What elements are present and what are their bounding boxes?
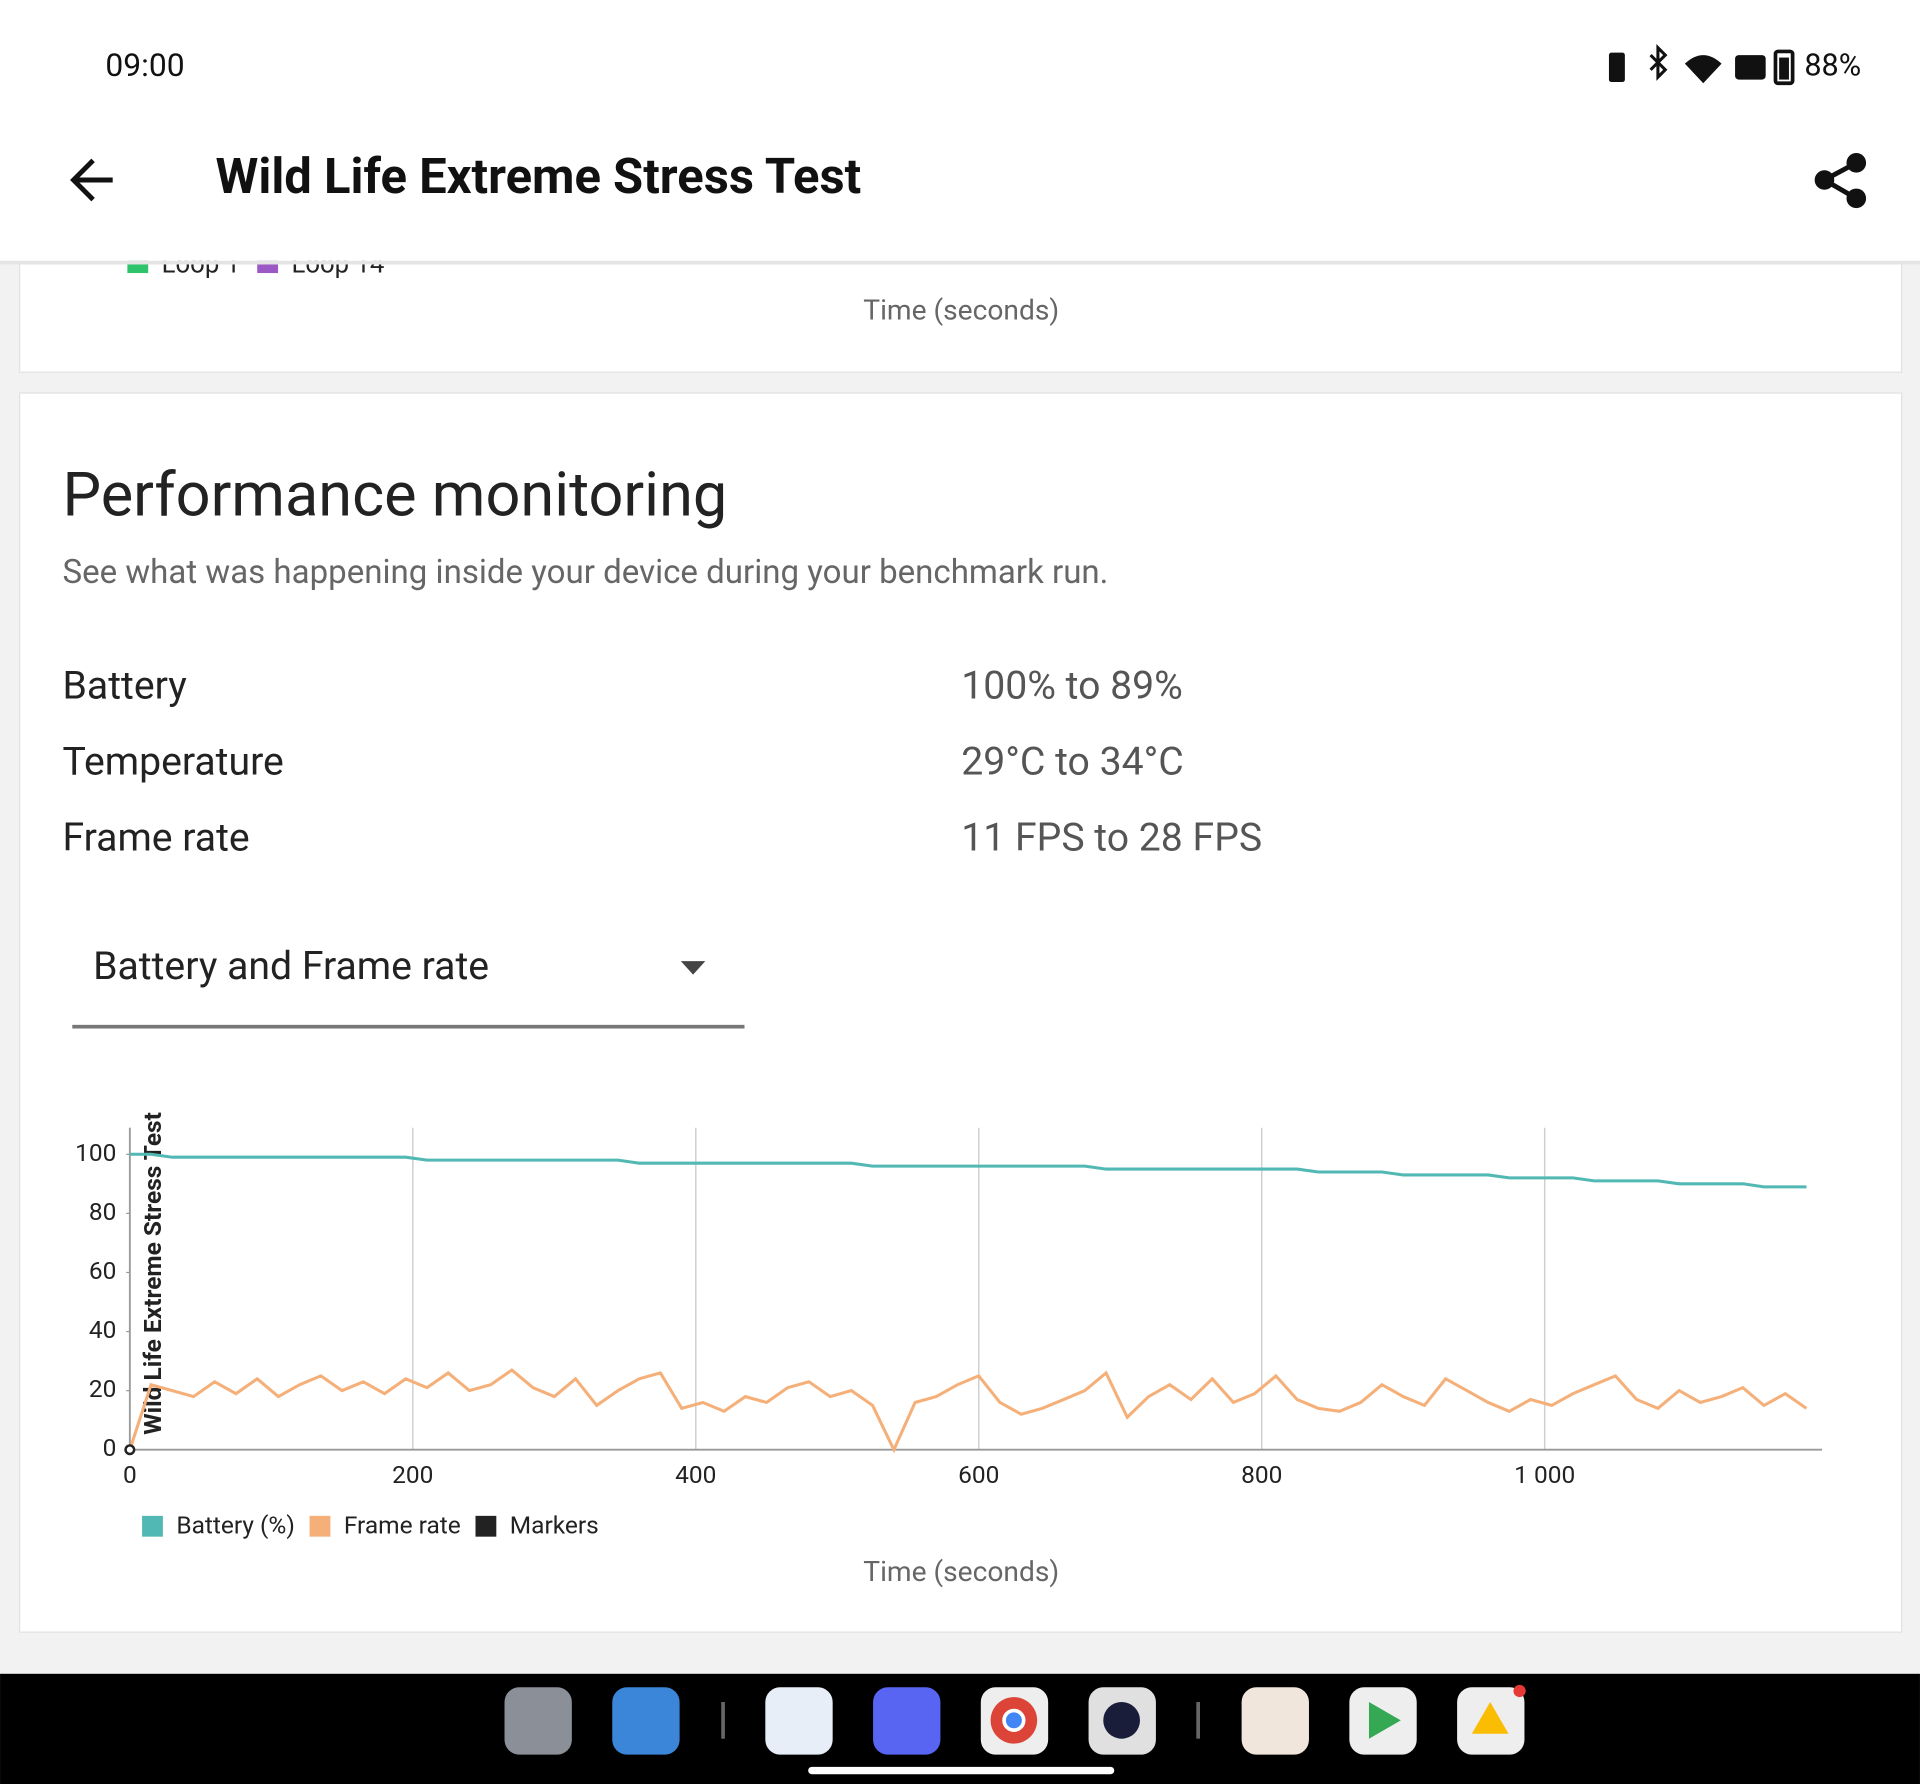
card-title: Performance monitoring: [62, 459, 727, 531]
y-tick-label: 80: [89, 1197, 117, 1226]
back-button[interactable]: [70, 158, 113, 202]
legend-label: Frame rate: [344, 1510, 461, 1539]
dock: [0, 1673, 1920, 1784]
dropdown-label[interactable]: Battery and Frame rate: [93, 943, 489, 989]
card-subtitle: See what was happening inside your devic…: [62, 553, 1108, 592]
legend-label: Battery (%): [176, 1510, 295, 1539]
series-line: [128, 1368, 1808, 1454]
x-tick-label: 400: [675, 1460, 716, 1489]
chart: 0 200 400 600 800 1 000 0 20 40 60 80 100 Wild Life …: [75, 1112, 1823, 1588]
stat-label: Frame rate: [62, 814, 249, 860]
status-icons: [1608, 44, 1795, 86]
legend-swatch: [309, 1515, 331, 1537]
previous-x-label: Time (seconds): [863, 294, 1059, 327]
y-tick-label: 40: [89, 1315, 117, 1344]
legend-swatch: [475, 1515, 497, 1537]
app-title: Wild Life Extreme Stress Test: [216, 148, 862, 205]
y-axis-label: Wild Life Extreme Stress Test: [138, 1112, 167, 1435]
y-tick-label: 20: [89, 1374, 117, 1403]
clock: 09:00: [105, 46, 184, 84]
x-tick-label: 800: [1241, 1460, 1282, 1489]
app-bar: [0, 0, 1920, 261]
x-axis-label: Time (seconds): [863, 1555, 1059, 1588]
marker: [124, 1444, 136, 1456]
stat-value: 100% to 89%: [961, 662, 1183, 708]
y-tick-label: 100: [75, 1138, 116, 1167]
x-tick-label: 0: [123, 1460, 137, 1489]
dropdown-arrow[interactable]: [680, 961, 706, 975]
share-button[interactable]: [1814, 153, 1867, 209]
x-tick-label: 200: [392, 1460, 433, 1489]
x-tick-label: 1 000: [1514, 1460, 1575, 1489]
x-tick-label: 600: [958, 1460, 999, 1489]
card: [19, 392, 1903, 1633]
dropdown-underline: [72, 1024, 745, 1029]
dock-icons[interactable]: [504, 1684, 1526, 1775]
stat-value: 29°C to 34°C: [961, 738, 1184, 784]
y-tick-label: 0: [103, 1433, 117, 1462]
app-bar-shadow: [0, 260, 1920, 265]
legend-swatch: [142, 1515, 163, 1537]
stat-value: 11 FPS to 28 FPS: [961, 814, 1262, 860]
stat-label: Temperature: [62, 738, 283, 784]
legend-label: Markers: [510, 1510, 599, 1539]
battery-status: 88%: [1804, 48, 1861, 83]
series-line: [129, 1152, 1807, 1189]
stats: Battery 100% to 89% Temperature 29°C to 34°…: [62, 662, 1262, 860]
y-tick-label: 60: [89, 1256, 117, 1285]
stat-label: Battery: [62, 662, 187, 708]
